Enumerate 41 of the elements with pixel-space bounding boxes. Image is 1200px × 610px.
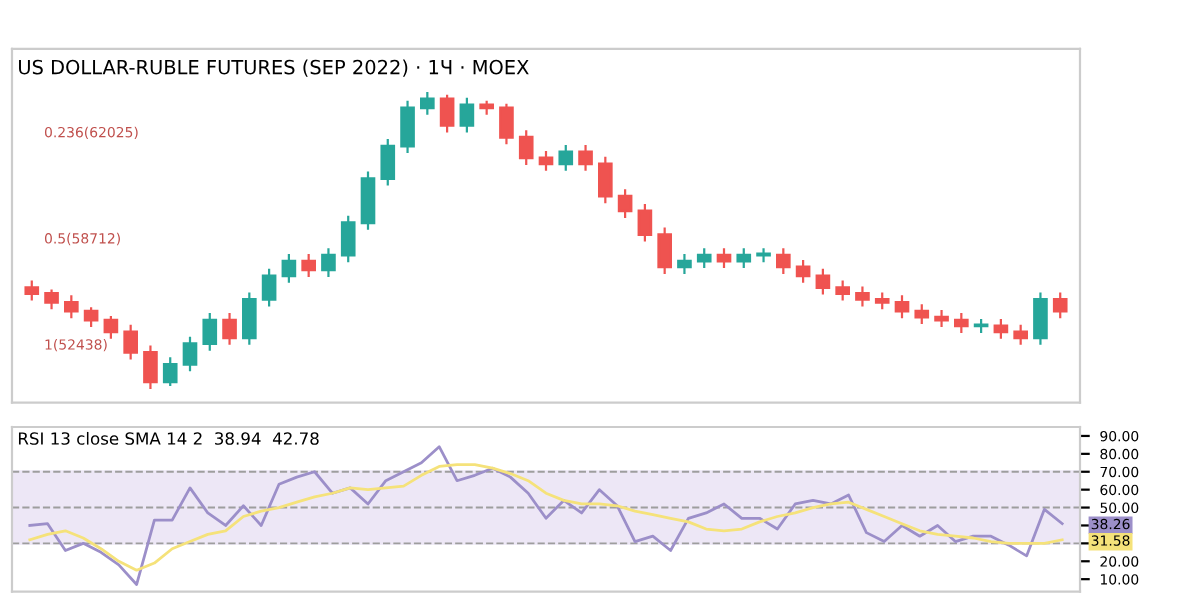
candlestick: [617, 189, 633, 218]
candlestick: [518, 130, 534, 165]
line-series: [28, 445, 1064, 586]
candlestick: [598, 156, 613, 204]
line-series: [28, 463, 1064, 572]
candlestick: [756, 248, 771, 263]
candlestick: [499, 103, 514, 145]
candlestick: [637, 203, 653, 242]
candlestick: [182, 336, 198, 372]
candlestick: [420, 91, 435, 115]
candlestick: [400, 100, 415, 154]
candlestick: [321, 248, 336, 277]
candlestick: [439, 94, 455, 133]
candlestick: [776, 248, 791, 274]
candlestick: [360, 171, 376, 230]
candlestick: [261, 268, 277, 307]
candlestick: [242, 292, 257, 345]
candlestick: [558, 144, 574, 171]
candlestick: [64, 295, 79, 319]
candlestick: [123, 324, 138, 360]
candlestick: [795, 259, 811, 283]
candlestick: [222, 313, 237, 345]
candlestick: [202, 313, 218, 351]
candlestick: [103, 315, 119, 339]
candlestick: [934, 310, 949, 328]
chart-title: US DOLLAR-RUBLE FUTURES (SEP 2022) · 1Ч · MOEX: [19, 59, 529, 77]
candlestick: [578, 144, 593, 171]
candlestick: [894, 295, 910, 319]
candlestick: [340, 215, 356, 263]
candlestick: [815, 268, 831, 295]
candlestick: [143, 345, 158, 389]
chart-title: RSI 13 close SMA 14 2 38.94 42.78: [18, 431, 319, 445]
candlestick: [1033, 292, 1048, 345]
candlestick: [459, 97, 475, 133]
candlestick: [162, 357, 178, 387]
candlestick: [1052, 292, 1068, 319]
candlestick: [301, 254, 316, 277]
candlestick: [657, 227, 672, 274]
candlestick: [380, 139, 396, 186]
candlestick: [281, 254, 297, 283]
candlestick: [677, 254, 692, 274]
